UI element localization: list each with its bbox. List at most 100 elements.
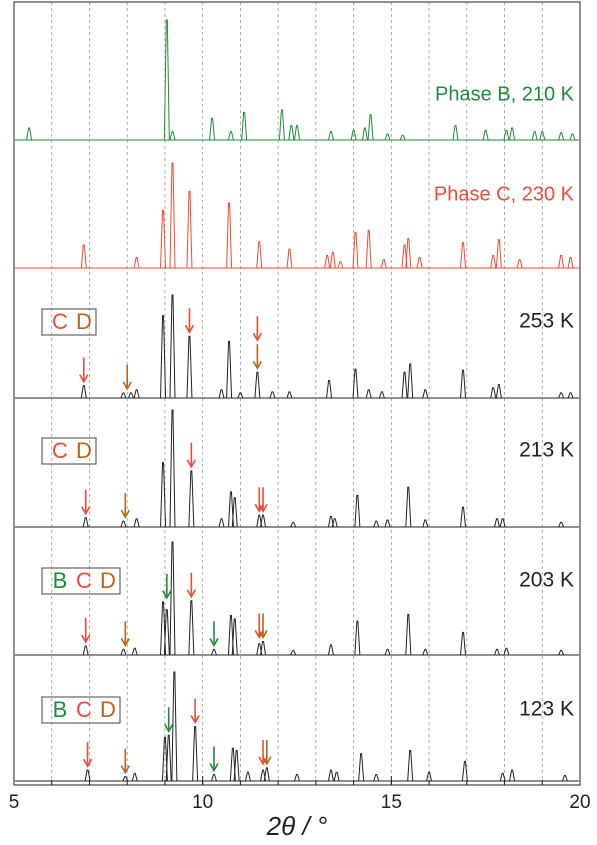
peak: [558, 392, 565, 399]
peak: [558, 254, 565, 269]
peak: [329, 251, 336, 269]
phase-letter: D: [76, 438, 92, 463]
peak: [333, 771, 340, 782]
peak: [256, 643, 263, 656]
peak: [188, 600, 195, 656]
peak: [401, 371, 408, 399]
peak: [384, 648, 391, 656]
peak: [82, 517, 89, 528]
peak: [160, 462, 167, 528]
peak: [567, 257, 574, 269]
peak: [509, 127, 516, 141]
x-axis-label: 2θ / °: [266, 811, 328, 841]
arrow-head: [80, 634, 91, 644]
arrow: [80, 489, 91, 516]
arrow-head: [186, 589, 197, 599]
peak: [324, 254, 331, 269]
peak: [422, 389, 429, 399]
peak: [503, 129, 510, 141]
peak: [218, 389, 225, 399]
peak: [288, 125, 295, 141]
arrow: [79, 357, 89, 384]
peak: [405, 238, 412, 269]
plot-frame: [13, 1, 581, 786]
arrow: [258, 613, 268, 640]
phase-box-frame: [41, 696, 121, 724]
peak: [128, 392, 134, 399]
peak: [558, 132, 565, 141]
arrow: [184, 308, 195, 334]
peak: [331, 518, 338, 528]
arrow: [120, 493, 131, 519]
peak: [241, 111, 248, 141]
x-tick-label: 10: [192, 792, 213, 813]
arrow: [209, 621, 219, 647]
arrow: [258, 487, 268, 513]
arrow-head: [258, 630, 268, 640]
arrow: [82, 742, 93, 768]
peak: [169, 409, 176, 528]
peak: [294, 125, 300, 141]
peak: [452, 125, 459, 141]
x-tick-label: 15: [381, 792, 402, 813]
arrow-head: [258, 756, 268, 766]
peak: [229, 747, 236, 782]
peak: [460, 369, 467, 399]
phase-letter: B: [53, 697, 68, 722]
arrow-head: [254, 503, 264, 513]
peak: [256, 241, 263, 269]
peak: [260, 640, 267, 656]
peak: [367, 114, 374, 141]
peak: [256, 514, 263, 528]
peak: [373, 520, 380, 528]
arrow-head: [120, 637, 131, 647]
peak: [405, 613, 412, 656]
peak: [231, 497, 238, 528]
arrow: [209, 746, 219, 773]
peak: [461, 760, 468, 782]
phase-letter: D: [76, 309, 92, 334]
arrow-head: [82, 758, 93, 768]
peak: [337, 261, 344, 269]
peak: [460, 506, 467, 528]
arrow-head: [252, 332, 263, 342]
series-label: 123 K: [519, 698, 574, 721]
peak: [169, 131, 176, 141]
peak: [133, 518, 140, 528]
phase-letter: C: [52, 438, 68, 463]
peak: [531, 131, 538, 141]
peak: [231, 618, 238, 656]
peak: [80, 244, 87, 269]
peak: [416, 257, 423, 269]
peak: [401, 244, 408, 269]
peak: [244, 771, 251, 782]
peak: [163, 19, 170, 141]
peak: [278, 109, 285, 141]
arrow-head: [258, 503, 268, 513]
peak: [227, 614, 234, 656]
peak: [490, 387, 497, 399]
peak: [227, 131, 234, 141]
peak: [120, 648, 127, 656]
peak: [380, 259, 387, 269]
arrow-head: [209, 637, 219, 647]
peak: [569, 133, 576, 141]
peak: [399, 134, 406, 141]
peak: [407, 749, 414, 782]
peak: [131, 647, 138, 656]
peak: [290, 521, 297, 528]
peak: [384, 133, 391, 141]
peak: [405, 486, 412, 528]
peak: [516, 259, 523, 269]
peak: [539, 131, 546, 141]
phase-letter: C: [76, 697, 92, 722]
peak: [326, 379, 333, 399]
arrow: [252, 316, 263, 342]
peak: [327, 644, 334, 656]
peak: [352, 231, 359, 269]
peak: [84, 769, 91, 782]
arrow-head: [80, 506, 91, 516]
peak: [327, 131, 334, 141]
